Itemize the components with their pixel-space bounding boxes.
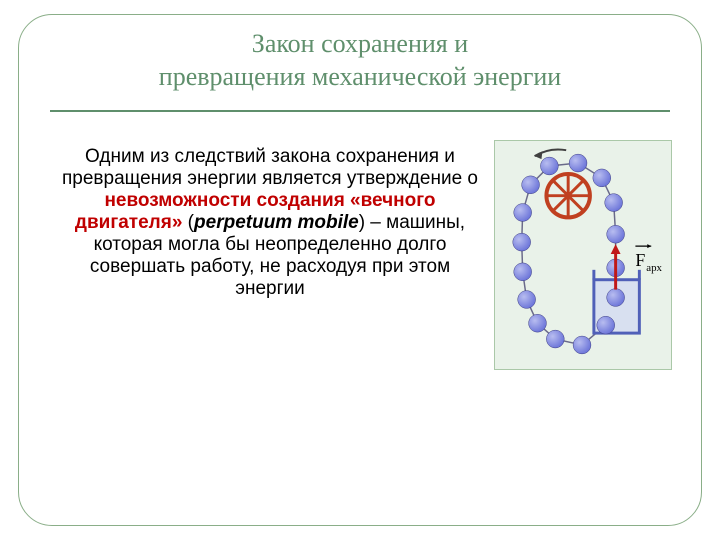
title-line-2: превращения механической энергии — [159, 62, 561, 91]
title-line-1: Закон сохранения и — [252, 29, 468, 58]
body-paragraph: Одним из следствий закона сохранения и п… — [56, 146, 484, 300]
title-underline — [50, 110, 670, 112]
svg-text:F: F — [635, 250, 645, 270]
body-pre: Одним из следствий закона сохранения и п… — [62, 146, 478, 189]
diagram-svg: Fарх — [495, 141, 671, 369]
body-latin: perpetuum mobile — [194, 212, 359, 233]
perpetuum-diagram: Fарх — [494, 140, 672, 370]
svg-text:арх: арх — [646, 262, 662, 274]
slide-title: Закон сохранения и превращения механичес… — [0, 28, 720, 93]
body-paren-open: ( — [182, 212, 194, 233]
